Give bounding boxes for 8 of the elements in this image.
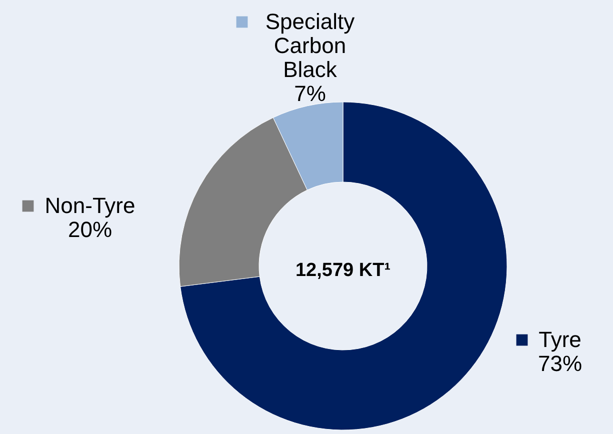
text: 12,579 KT¹	[295, 260, 391, 281]
data-label: 73%	[538, 351, 582, 376]
legend-label: Tyre	[538, 327, 582, 352]
data-label: 7%	[294, 81, 326, 106]
data-label: 20%	[68, 217, 112, 242]
donut-slice	[180, 102, 508, 430]
legend-label: Specialty Carbon Black	[265, 9, 355, 82]
legend-label: Non-Tyre	[44, 193, 136, 218]
